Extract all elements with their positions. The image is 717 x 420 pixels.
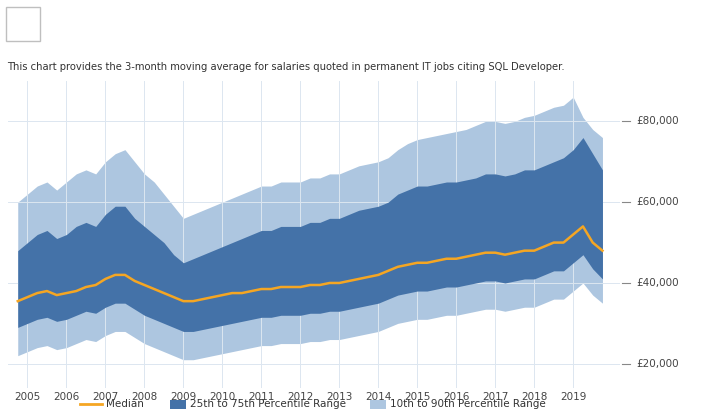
Text: 25th to 75th Percentile Range: 25th to 75th Percentile Range bbox=[190, 399, 346, 409]
Text: £60,000: £60,000 bbox=[636, 197, 679, 207]
Text: ↗: ↗ bbox=[10, 18, 21, 31]
FancyBboxPatch shape bbox=[6, 7, 40, 41]
Text: Salary Trend: Salary Trend bbox=[48, 29, 126, 42]
Text: £: £ bbox=[10, 30, 19, 43]
Text: £20,000: £20,000 bbox=[636, 359, 679, 369]
Text: £80,000: £80,000 bbox=[636, 116, 679, 126]
Text: SQL Developer: SQL Developer bbox=[48, 15, 174, 30]
Text: 10th to 90th Percentile Range: 10th to 90th Percentile Range bbox=[390, 399, 546, 409]
Text: Median: Median bbox=[106, 399, 144, 409]
Text: This chart provides the 3-month moving average for salaries quoted in permanent : This chart provides the 3-month moving a… bbox=[7, 62, 565, 72]
Bar bbox=[370, 399, 386, 409]
Bar bbox=[170, 399, 186, 409]
Text: £40,000: £40,000 bbox=[636, 278, 679, 288]
